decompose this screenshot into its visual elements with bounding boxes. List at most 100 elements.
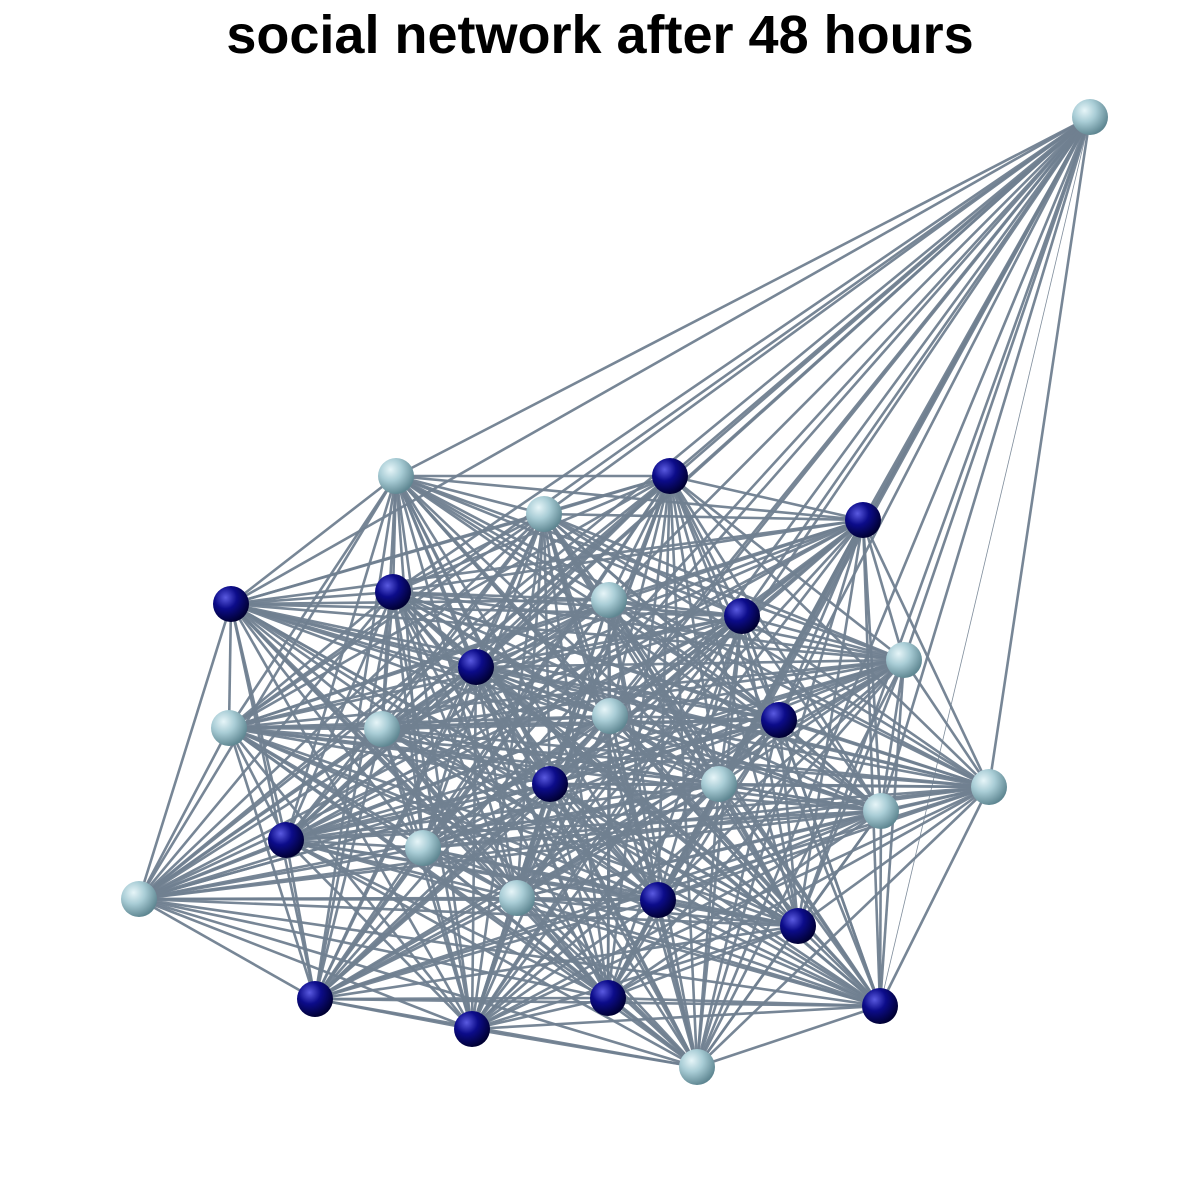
edge <box>228 726 881 1008</box>
edge <box>717 783 800 927</box>
edge <box>695 659 906 1068</box>
edge <box>902 659 991 788</box>
node-dark <box>862 988 898 1024</box>
node-dark <box>590 980 626 1016</box>
edge <box>285 809 882 842</box>
edge <box>285 518 864 842</box>
edge <box>516 896 881 1008</box>
edge <box>381 727 551 786</box>
edge <box>879 116 1091 1007</box>
edge <box>609 714 780 722</box>
node-dark <box>532 766 568 802</box>
edge <box>778 658 905 722</box>
chart-title: social network after 48 hours <box>226 5 974 65</box>
edge <box>395 115 1091 478</box>
edge <box>797 925 881 1007</box>
edge <box>392 518 864 594</box>
node-light <box>701 766 737 802</box>
edge <box>608 598 905 662</box>
edge <box>138 897 473 1031</box>
edge <box>228 665 477 730</box>
edge <box>381 614 743 731</box>
edge <box>471 1004 881 1031</box>
edge <box>228 726 799 928</box>
edge <box>657 785 990 902</box>
edge <box>285 838 424 850</box>
edge <box>607 599 699 1068</box>
node-dark <box>761 702 797 738</box>
edge <box>695 719 781 1068</box>
edge <box>230 474 397 606</box>
node-light <box>378 458 414 494</box>
edge <box>230 590 394 606</box>
edge <box>138 785 990 901</box>
edge <box>230 115 1091 606</box>
edge <box>314 896 518 1001</box>
edge <box>696 1004 881 1069</box>
edge <box>607 924 799 1000</box>
edge <box>138 838 287 901</box>
edge <box>861 519 906 661</box>
node-light <box>499 880 535 916</box>
node-dark <box>458 649 494 685</box>
node-dark <box>268 822 304 858</box>
edge <box>137 603 233 900</box>
edge <box>609 714 990 789</box>
edge <box>392 115 1091 594</box>
edge <box>138 727 383 901</box>
edge <box>741 614 905 662</box>
edge <box>902 116 1092 661</box>
edge <box>314 898 659 1001</box>
node-light <box>211 710 247 746</box>
edge <box>471 898 659 1031</box>
edge <box>656 899 699 1068</box>
edge <box>138 897 609 1000</box>
edge <box>381 475 671 730</box>
edge <box>861 519 991 788</box>
edge <box>314 924 799 1001</box>
edge <box>230 602 383 731</box>
edge <box>285 838 799 928</box>
edge <box>607 599 882 1007</box>
edge <box>516 896 659 902</box>
edge <box>606 899 660 999</box>
edge <box>549 782 799 928</box>
edge <box>607 996 881 1008</box>
node-light <box>591 582 627 618</box>
edge <box>392 590 882 813</box>
edge <box>138 897 881 1008</box>
edge <box>471 1027 698 1069</box>
node-light <box>679 1049 715 1085</box>
edge <box>230 602 743 618</box>
edge <box>228 590 394 730</box>
node-dark <box>724 598 760 634</box>
edge <box>606 715 612 999</box>
edge <box>381 714 611 731</box>
edge <box>516 897 609 999</box>
edge <box>609 714 882 813</box>
node-light <box>121 881 157 917</box>
edge <box>422 116 1091 849</box>
edge <box>137 591 395 900</box>
node-layer <box>121 99 1108 1085</box>
edge <box>285 838 698 1069</box>
edge <box>669 474 864 522</box>
edge <box>657 898 799 928</box>
node-dark <box>845 502 881 538</box>
edge <box>471 924 799 1031</box>
edge-layer <box>137 115 1092 1069</box>
edge <box>777 116 1092 721</box>
edge <box>230 512 545 606</box>
node-light <box>1072 99 1108 135</box>
edge <box>542 513 800 927</box>
edge <box>138 809 882 901</box>
edge <box>230 518 864 606</box>
edge <box>740 116 1092 617</box>
edge <box>608 598 743 618</box>
edge <box>470 897 519 1030</box>
edge <box>381 718 780 731</box>
edge <box>657 659 905 901</box>
edge <box>741 614 990 789</box>
node-light <box>971 769 1007 805</box>
edge <box>285 782 720 842</box>
